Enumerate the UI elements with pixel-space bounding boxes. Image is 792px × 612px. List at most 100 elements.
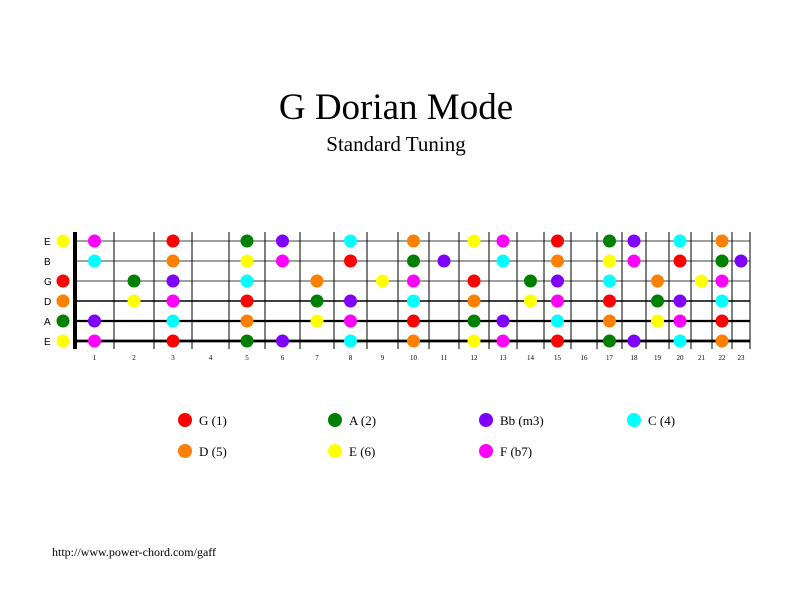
legend-label: Bb (m3): [500, 413, 544, 428]
note-dot: [344, 254, 357, 268]
note-dot: [310, 294, 324, 308]
note-dot: [56, 314, 70, 328]
note-dot: [551, 254, 564, 268]
note-dot: [240, 334, 254, 348]
note-dot: [407, 234, 420, 248]
legend-swatch: [627, 413, 641, 427]
note-dot: [603, 274, 616, 288]
fret-number: 13: [500, 354, 508, 362]
note-dot: [344, 234, 357, 248]
fret-number: 17: [606, 354, 614, 362]
string-label: B: [44, 257, 51, 268]
note-dot: [467, 294, 481, 308]
note-dot: [695, 274, 708, 288]
note-dot: [603, 314, 616, 328]
note-dot: [56, 274, 70, 288]
fret-number: 4: [209, 354, 213, 362]
note-dot: [310, 314, 324, 328]
note-dot: [56, 294, 70, 308]
note-dot: [407, 314, 420, 328]
string-label: D: [44, 297, 51, 308]
fret-number: 7: [315, 354, 319, 362]
note-dot: [88, 334, 101, 348]
fret-number: 12: [471, 354, 479, 362]
note-dot: [734, 254, 748, 268]
source-url: http://www.power-chord.com/gaff: [52, 545, 217, 559]
note-dot: [240, 274, 254, 288]
note-dot: [344, 334, 357, 348]
note-dot: [603, 334, 616, 348]
legend-swatch: [178, 413, 192, 427]
note-dot: [715, 314, 729, 328]
note-dot: [310, 274, 324, 288]
note-dot: [88, 234, 101, 248]
note-dot: [524, 294, 537, 308]
note-dot: [276, 254, 289, 268]
legend-swatch: [328, 444, 342, 458]
note-dot: [127, 274, 141, 288]
note-dot: [166, 294, 180, 308]
page-title: G Dorian Mode: [278, 87, 514, 128]
note-dot: [437, 254, 451, 268]
legend-label: C (4): [648, 413, 675, 428]
fret-number: 6: [281, 354, 285, 362]
note-dot: [551, 274, 564, 288]
fret-number: 8: [349, 354, 353, 362]
legend-label: G (1): [199, 413, 227, 428]
note-dot: [551, 234, 564, 248]
note-dot: [715, 234, 729, 248]
note-dot: [524, 274, 537, 288]
note-dot: [651, 294, 664, 308]
note-dot: [651, 274, 664, 288]
note-dot: [407, 294, 420, 308]
string-label: E: [44, 237, 51, 248]
fret-number: 3: [171, 354, 175, 362]
note-dot: [276, 334, 289, 348]
note-dot: [166, 274, 180, 288]
legend-swatch: [479, 444, 493, 458]
note-dot: [467, 274, 481, 288]
legend-label: A (2): [349, 413, 376, 428]
note-dot: [627, 334, 641, 348]
page-subtitle: Standard Tuning: [326, 132, 466, 156]
fret-number: 16: [581, 354, 589, 362]
note-dot: [344, 314, 357, 328]
note-dot: [715, 294, 729, 308]
note-dot: [673, 254, 687, 268]
note-dot: [551, 314, 564, 328]
string-label: E: [44, 337, 51, 348]
note-dot: [407, 274, 420, 288]
note-dot: [496, 334, 510, 348]
note-dot: [715, 274, 729, 288]
note-dot: [496, 254, 510, 268]
note-dot: [344, 294, 357, 308]
note-dot: [651, 314, 664, 328]
fret-number: 5: [245, 354, 249, 362]
legend-label: D (5): [199, 444, 227, 459]
note-dot: [407, 254, 420, 268]
note-dot: [166, 334, 180, 348]
note-dot: [673, 314, 687, 328]
note-dot: [627, 254, 641, 268]
legend-swatch: [479, 413, 493, 427]
string-label: A: [44, 317, 51, 328]
note-dot: [673, 294, 687, 308]
note-dot: [673, 334, 687, 348]
note-dot: [551, 294, 564, 308]
note-dot: [496, 314, 510, 328]
string-label: G: [44, 277, 52, 288]
note-dot: [603, 294, 616, 308]
fret-number: 21: [698, 354, 706, 362]
note-dot: [551, 334, 564, 348]
fret-number: 1: [93, 354, 97, 362]
legend-swatch: [178, 444, 192, 458]
note-dot: [715, 334, 729, 348]
note-dot: [673, 234, 687, 248]
note-dot: [56, 334, 70, 348]
note-dot: [467, 234, 481, 248]
note-dot: [166, 234, 180, 248]
fret-number: 23: [738, 354, 746, 362]
note-dot: [240, 234, 254, 248]
note-dot: [127, 294, 141, 308]
